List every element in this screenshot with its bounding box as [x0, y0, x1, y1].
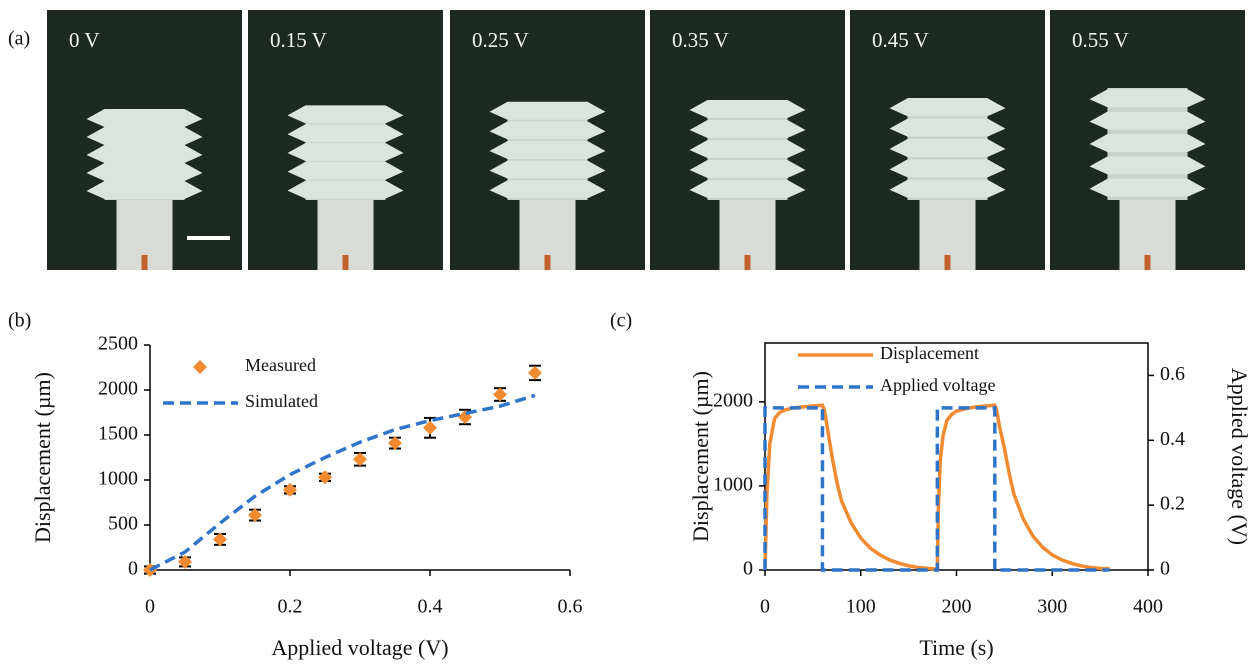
photo-fin — [489, 141, 606, 159]
photo-fin — [287, 161, 404, 180]
photo-wire — [544, 255, 551, 270]
photo-wire — [1144, 255, 1151, 270]
legend-label: Applied voltage — [880, 375, 995, 395]
photo-row: 0 V 0.15 V 0.25 V 0.35 V 0.45 V 0.55 V — [47, 10, 1245, 270]
photo-fin — [889, 118, 1006, 137]
y2-tick-label: 0.4 — [1160, 428, 1185, 450]
x-tick-label: 0 — [145, 596, 155, 618]
photo-wire — [342, 255, 349, 270]
photo-fin — [689, 180, 806, 198]
data-line — [149, 393, 536, 572]
legend-label: Measured — [245, 355, 316, 375]
photo-fin — [1089, 156, 1206, 175]
photo-fin — [287, 105, 404, 124]
panel-label: (a) — [8, 28, 30, 50]
photo-fin — [1089, 111, 1206, 130]
photo-fin — [889, 179, 1006, 198]
photo-fin — [86, 109, 203, 127]
x-tick-label: 0.2 — [278, 596, 303, 618]
data-point — [318, 470, 332, 485]
photo-fin — [889, 139, 1006, 157]
photo-wire — [141, 255, 148, 270]
photo-fin — [489, 180, 606, 199]
photo-fin — [1089, 89, 1206, 108]
data-point — [528, 365, 542, 380]
data-point — [493, 387, 507, 402]
photo-fin — [489, 160, 606, 179]
photo-fin — [689, 100, 806, 118]
y2-axis-label: Applied voltage (V) — [1227, 368, 1252, 545]
x-tick-label: 200 — [942, 596, 972, 618]
x-tick-label: 300 — [1037, 596, 1067, 618]
photo-fin — [689, 120, 806, 138]
legend-label: Displacement — [880, 343, 979, 363]
y-tick-label: 500 — [108, 513, 138, 535]
x-tick-label: 100 — [846, 596, 876, 618]
photo-fin — [489, 101, 606, 120]
x-tick-label: 0.4 — [418, 596, 443, 618]
photo-label: 0.45 V — [872, 28, 929, 52]
photo-wire — [744, 255, 751, 270]
photo-fin — [86, 181, 203, 199]
y2-tick-label: 0.2 — [1160, 493, 1185, 515]
y-tick-label: 2500 — [98, 333, 138, 355]
photo-fin — [287, 180, 404, 199]
y-tick-label: 0 — [743, 558, 753, 580]
photo-fin — [287, 143, 404, 161]
photo-fin — [86, 163, 203, 181]
y-axis-label: Displacement (µm) — [688, 371, 713, 542]
data-point — [423, 420, 437, 435]
photo-fin — [86, 127, 203, 145]
legend-label: Simulated — [245, 391, 318, 411]
panel-label: (c) — [610, 310, 632, 332]
y-axis-label: Displacement (µm) — [30, 372, 55, 543]
x-tick-label: 0.6 — [558, 596, 583, 618]
photo-fin — [689, 160, 806, 178]
y-tick-label: 1000 — [98, 468, 138, 490]
x-axis-label: Time (s) — [919, 635, 993, 660]
x-tick-label: 0 — [760, 596, 770, 618]
data-point — [353, 452, 367, 467]
data-point — [388, 436, 402, 451]
photo-label: 0.35 V — [672, 28, 729, 52]
photo-fin — [489, 121, 606, 140]
y-tick-label: 2000 — [98, 378, 138, 400]
photo-label: 0.15 V — [270, 28, 327, 52]
photo-fin — [1089, 134, 1206, 152]
y2-tick-label: 0 — [1160, 558, 1170, 580]
y-tick-label: 0 — [128, 558, 138, 580]
y-tick-label: 1000 — [713, 474, 753, 496]
photo-fin — [689, 140, 806, 158]
photo-fin — [287, 124, 404, 143]
data-point — [248, 508, 262, 523]
photo-label: 0.25 V — [472, 28, 529, 52]
y-tick-label: 2000 — [713, 389, 753, 411]
photo-wire — [944, 255, 951, 270]
panel-label: (b) — [8, 310, 31, 332]
photo-fin — [889, 98, 1006, 117]
data-line — [763, 403, 1110, 572]
legend-marker — [193, 360, 207, 374]
photo-fin — [1089, 178, 1206, 197]
photo-fin — [86, 145, 203, 163]
y-tick-label: 1500 — [98, 423, 138, 445]
photo-label: 0.55 V — [1072, 28, 1129, 52]
data-point — [178, 554, 192, 569]
data-point — [213, 532, 227, 547]
data-line — [763, 406, 1110, 572]
x-tick-label: 400 — [1133, 596, 1163, 618]
data-point — [283, 482, 297, 497]
photo-fin — [889, 159, 1006, 178]
y2-tick-label: 0.6 — [1160, 363, 1185, 385]
x-axis-label: Applied voltage (V) — [271, 635, 448, 660]
photo-label: 0 V — [69, 28, 100, 52]
